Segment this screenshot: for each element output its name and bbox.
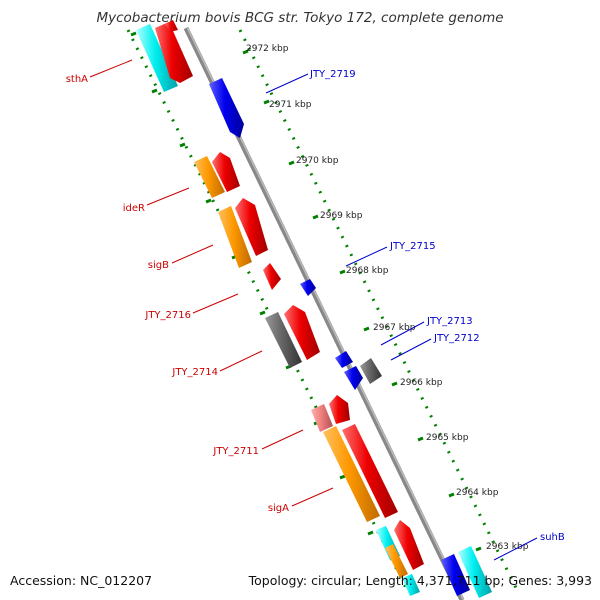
label-JTY_2719: JTY_2719 — [309, 69, 356, 80]
accession-text: Accession: NC_012207 — [10, 573, 153, 588]
gene-ideR-red — [212, 152, 240, 192]
gene-JTY_2715 — [300, 279, 316, 296]
right-label-connectors — [265, 73, 538, 561]
gene-sthA-red — [155, 22, 193, 83]
kbp-label: 2968 kbp — [346, 266, 389, 276]
kbp-label: 2971 kbp — [269, 100, 312, 110]
gene-JTY_2719 — [209, 78, 244, 138]
label-suhB: suhB — [540, 532, 565, 543]
gene-JTY_2714-gray — [265, 312, 302, 368]
gene-JTY_2716 — [263, 263, 281, 290]
label-sthA: sthA — [66, 74, 88, 85]
kbp-label: 2966 kbp — [400, 378, 443, 388]
label-sigB: sigB — [148, 260, 169, 271]
left-label-connectors — [89, 59, 334, 507]
gene-sigB-red — [235, 198, 268, 256]
map-title: Mycobacterium bovis BCG str. Tokyo 172, … — [96, 10, 504, 26]
kbp-label: 2967 kbp — [373, 323, 416, 333]
gene-gray-small — [360, 358, 382, 384]
kbp-label: 2972 kbp — [246, 44, 289, 54]
gene-red-lower — [394, 520, 424, 570]
kbp-ticks — [242, 49, 482, 552]
gene-sigA-red — [342, 424, 398, 518]
label-JTY_2716: JTY_2716 — [144, 310, 191, 321]
kbp-label: 2964 kbp — [456, 488, 499, 498]
label-ideR: ideR — [123, 203, 145, 214]
gene-JTY_2711-red — [329, 395, 350, 424]
gene-JTY_2713 — [335, 351, 353, 368]
kbp-label: 2970 kbp — [296, 156, 339, 166]
label-JTY_2713: JTY_2713 — [426, 316, 473, 327]
label-JTY_2712: JTY_2712 — [433, 333, 480, 344]
topology-text: Topology: circular; Length: 4,371,711 bp… — [248, 573, 592, 588]
kbp-label: 2963 kbp — [486, 542, 529, 552]
kbp-label: 2965 kbp — [426, 433, 469, 443]
label-JTY_2714: JTY_2714 — [171, 367, 218, 378]
gene-sthA-cyan — [136, 24, 178, 92]
gene-JTY_2714-red — [284, 305, 320, 360]
gene-suhB-cyan — [458, 546, 492, 598]
gene-JTY_2711-pink — [311, 404, 333, 432]
label-sigA: sigA — [268, 503, 289, 514]
gene-sigA-orange — [323, 426, 380, 522]
kbp-label: 2969 kbp — [320, 211, 363, 221]
gene-ideR-orange — [194, 156, 225, 198]
gene-sigB-orange — [218, 206, 252, 268]
label-JTY_2711: JTY_2711 — [212, 446, 259, 457]
gene-orange-lower — [385, 544, 408, 578]
label-JTY_2715: JTY_2715 — [389, 241, 436, 252]
gene-suhB-blue — [441, 554, 470, 596]
gene-JTY_2712 — [344, 366, 363, 390]
gene-features — [136, 20, 492, 598]
